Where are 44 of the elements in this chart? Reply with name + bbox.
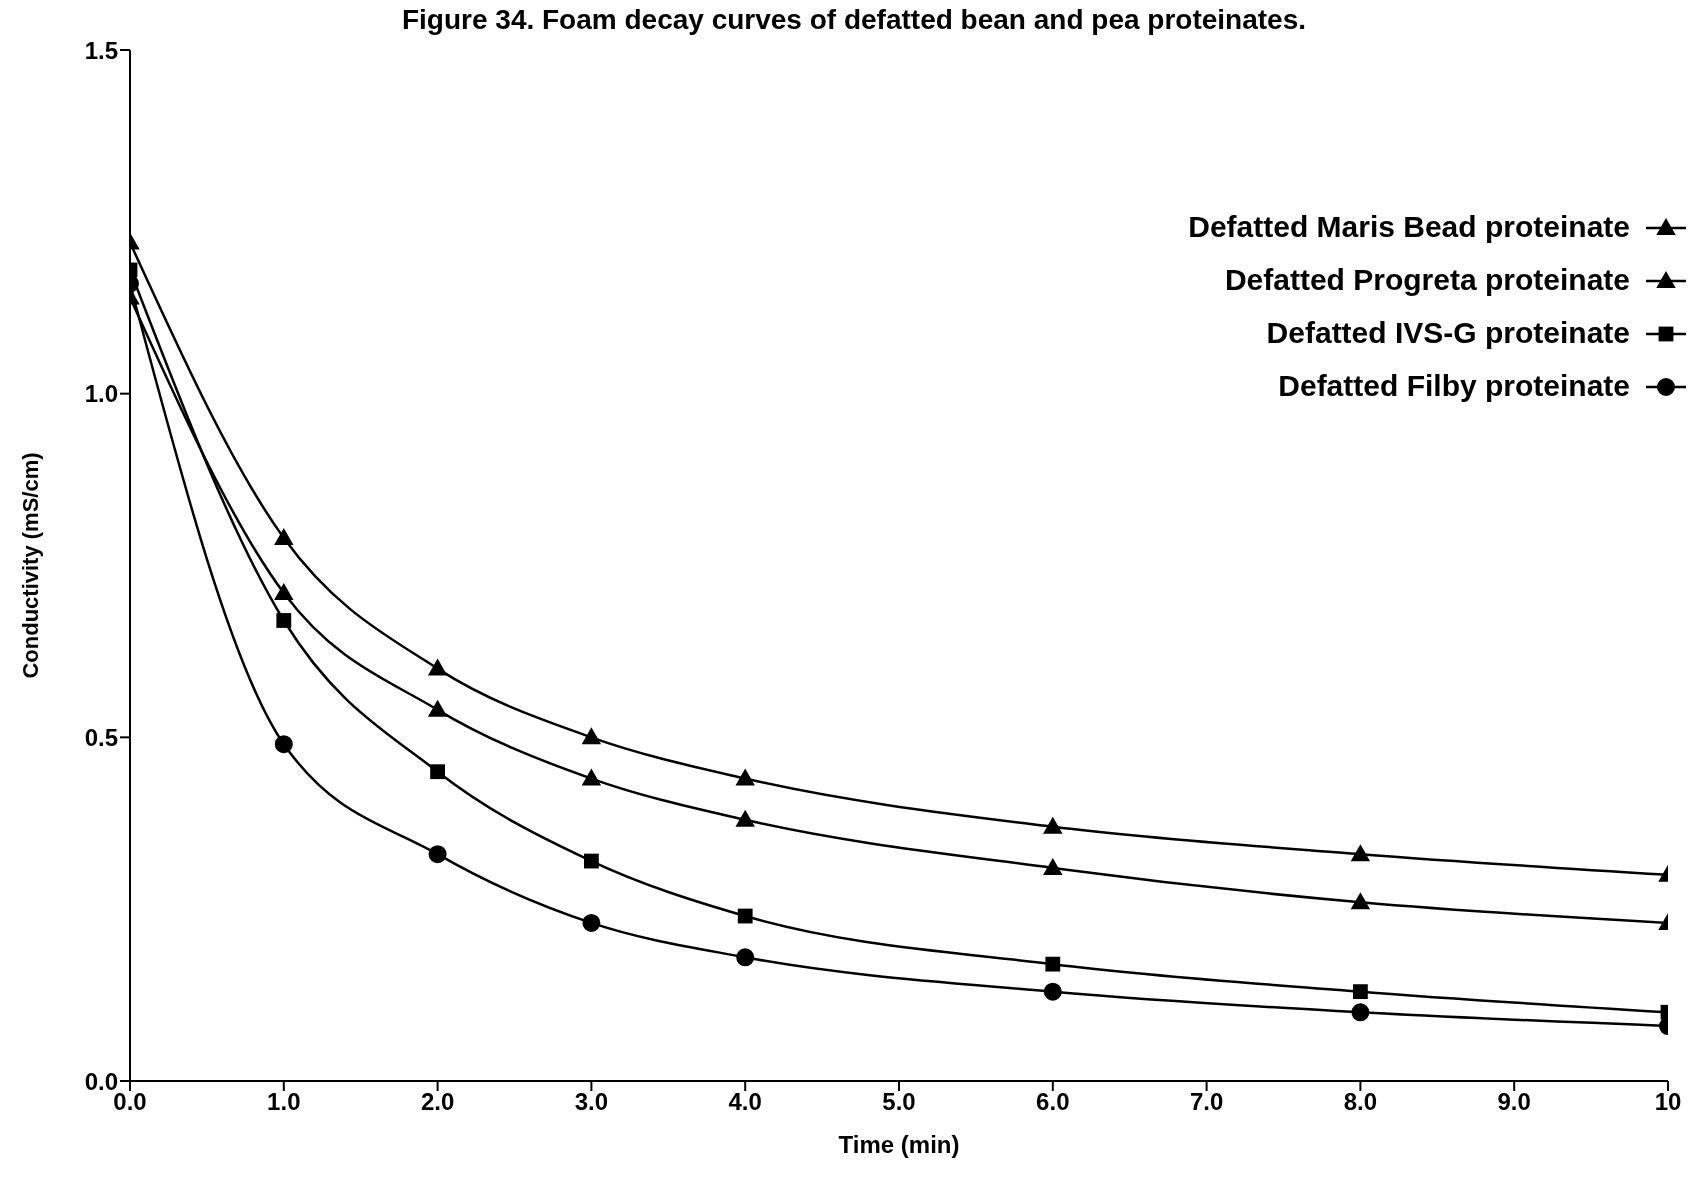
y-tick-label: 0.5 — [84, 723, 118, 751]
x-tick-label: 3.0 — [574, 1088, 609, 1116]
legend-label: Defatted Maris Bead proteinate — [1188, 209, 1630, 244]
point — [582, 913, 601, 932]
x-tick-label: 7.0 — [1189, 1088, 1224, 1116]
x-tick-label: 9.0 — [1497, 1088, 1531, 1116]
point — [1351, 845, 1370, 862]
point — [274, 529, 293, 546]
point — [274, 583, 293, 600]
point — [584, 853, 599, 869]
point — [582, 769, 601, 786]
point — [736, 810, 755, 827]
point — [1351, 1003, 1370, 1022]
point — [430, 764, 445, 780]
x-tick-label: 10 — [1654, 1088, 1682, 1116]
legend-label: Defatted IVS-G proteinate — [1266, 315, 1630, 350]
x-tick-label: 8.0 — [1343, 1088, 1378, 1116]
y-tick-label: 1.5 — [84, 36, 118, 64]
point — [428, 845, 447, 864]
x-tick-label: 1.0 — [267, 1088, 301, 1116]
point — [276, 613, 292, 628]
point — [737, 908, 753, 924]
point — [1045, 956, 1061, 972]
point — [1043, 858, 1062, 875]
point — [1043, 982, 1062, 1001]
point — [1351, 893, 1370, 910]
y-tick-label: 1.0 — [84, 380, 118, 408]
point — [428, 700, 447, 717]
x-tick-label: 5.0 — [882, 1088, 916, 1116]
x-axis-title: Time (min) — [838, 1131, 960, 1158]
point — [1353, 984, 1368, 1000]
point — [274, 735, 293, 754]
chart-title: Figure 34. Foam decay curves of defatted bean and pea proteinates. — [400, 4, 1307, 36]
x-tick-label: 2.0 — [420, 1088, 455, 1116]
x-tick-label: 6.0 — [1036, 1088, 1070, 1116]
point — [736, 769, 755, 786]
y-axis-title: Conductivity (mS/cm) — [17, 452, 43, 679]
point — [582, 728, 601, 745]
point — [428, 659, 447, 676]
point — [1043, 817, 1062, 834]
x-tick-label: 4.0 — [728, 1088, 762, 1116]
legend-label: Defatted Progreta proteinate — [1224, 262, 1630, 297]
point — [736, 948, 755, 967]
legend-label: Defatted Filby proteinate — [1278, 368, 1630, 403]
